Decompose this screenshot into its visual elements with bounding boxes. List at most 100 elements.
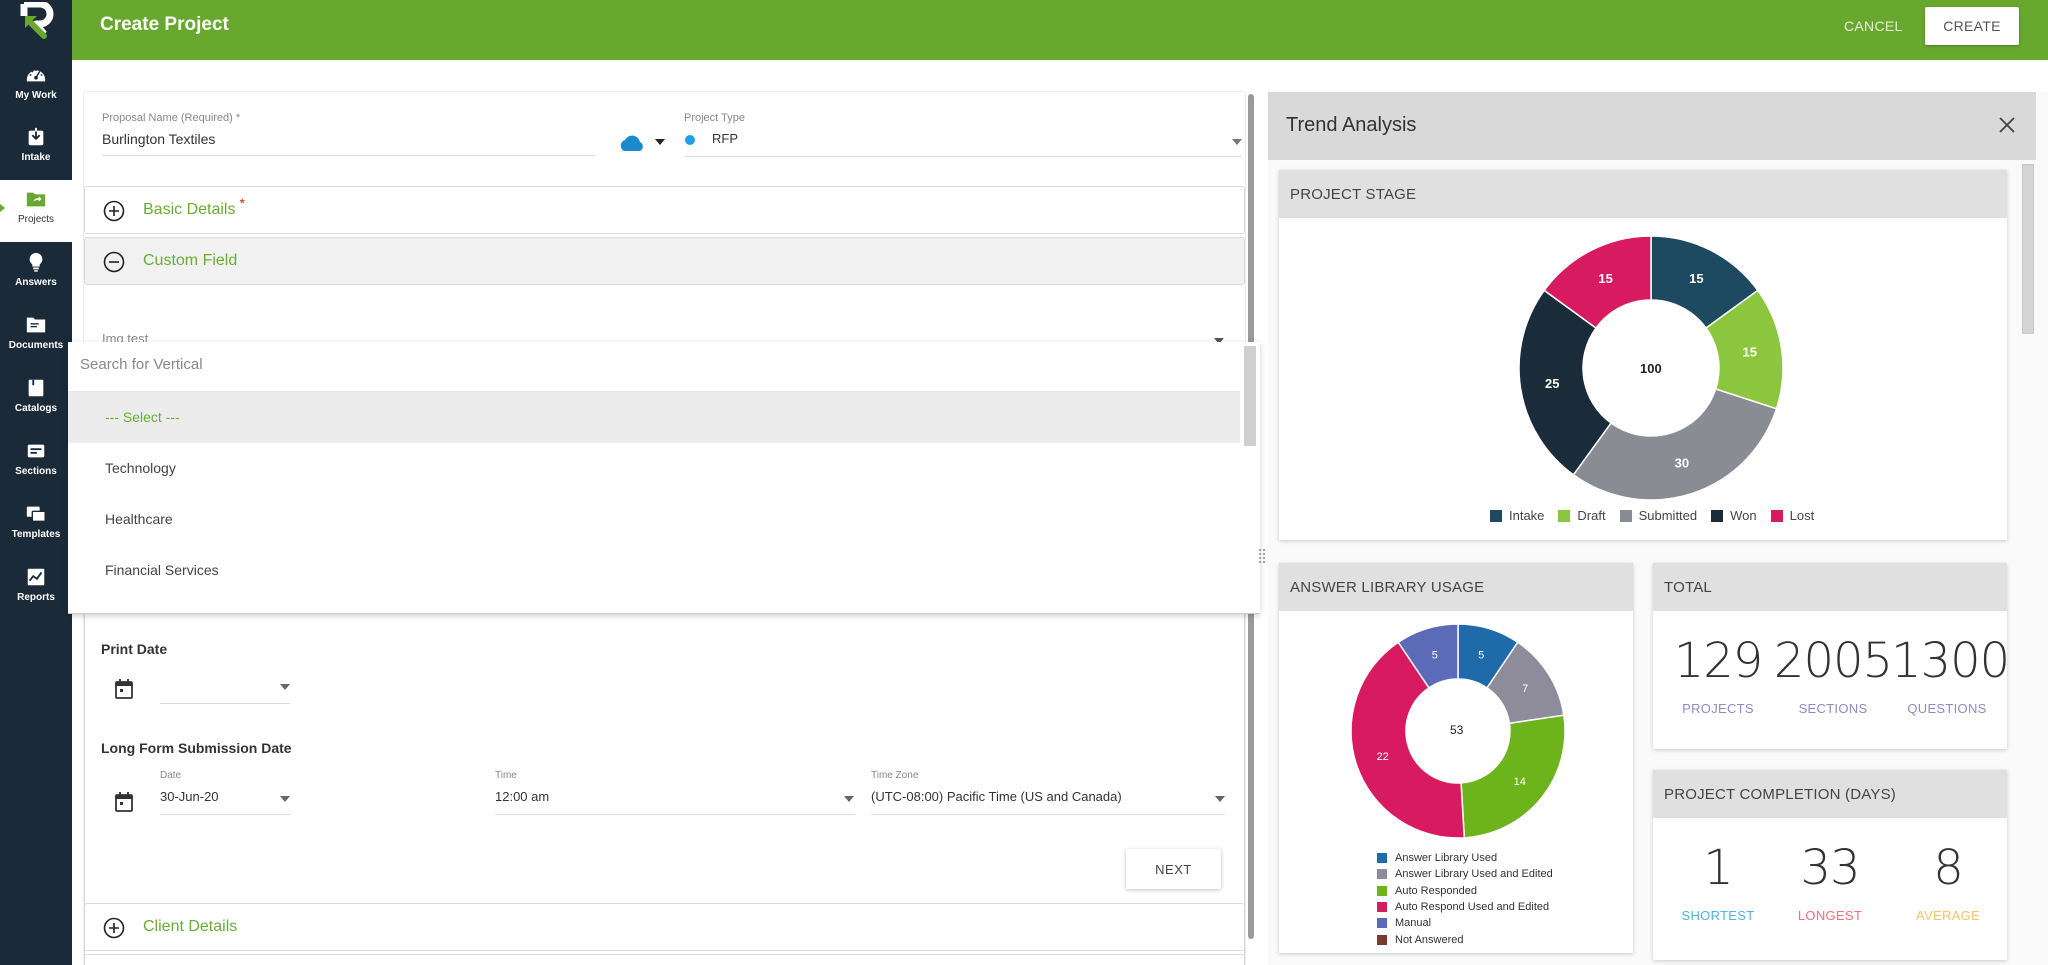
legend-swatch [1377,853,1387,864]
sidebar-item-catalogs[interactable]: Catalogs [0,369,72,431]
sidebar-item-documents[interactable]: Documents [0,306,72,368]
stat-questions: 1300 QUESTIONS [1891,633,2010,716]
close-icon[interactable] [1994,112,2020,138]
dropdown-scrollbar[interactable] [1244,346,1256,446]
accordion-client-details[interactable]: Client Details [84,903,1245,951]
required-star: * [239,195,245,211]
legend-item[interactable]: Manual [1377,915,1553,931]
legend-swatch [1377,885,1387,896]
legend-label: Submitted [1638,508,1698,523]
legend-item[interactable]: Auto Respond Used and Edited [1377,899,1553,915]
sidebar-item-my-work[interactable]: My Work [0,56,72,118]
cloud-icon[interactable] [618,132,646,152]
accordion-custom-field[interactable]: Custom Field [84,237,1245,285]
time-zone-caret-icon[interactable] [1215,796,1225,802]
date-input[interactable]: 30-Jun-20 [160,789,219,804]
project-type-select[interactable]: RFP [712,131,738,146]
legend-label: Draft [1577,508,1606,523]
project-stage-card: PROJECT STAGE 15 15 30 25 15 100 Intake Draft… [1279,170,2007,540]
stat-label: PROJECTS [1682,701,1754,716]
time-caret-icon[interactable] [844,796,854,802]
donut-segment[interactable] [1460,714,1566,839]
trend-scrollbar[interactable] [2022,164,2034,334]
calendar-icon[interactable] [114,678,134,700]
legend-swatch [1377,934,1387,945]
r-logo-icon[interactable] [14,2,58,42]
legend-item[interactable]: Not Answered [1377,931,1553,947]
next-button[interactable]: NEXT [1126,849,1221,889]
segment-value-label: 5 [1432,650,1438,662]
sidebar-item-answers[interactable]: Answers [0,243,72,305]
card-title: ANSWER LIBRARY USAGE [1290,579,1485,596]
sidebar-item-label: Reports [17,592,55,603]
stat-value: 129 [1673,633,1764,689]
custom-field-caret-icon[interactable] [1214,338,1224,344]
dropdown-option-technology[interactable]: Technology [105,460,176,476]
date-caret-icon[interactable] [280,796,290,802]
sidebar-item-templates[interactable]: Templates [0,495,72,557]
sidebar-item-label: Answers [15,277,57,288]
accordion-basic-details[interactable]: Basic Details * [84,186,1245,234]
legend-item[interactable]: Submitted [1619,508,1698,523]
print-date-caret-icon[interactable] [280,684,290,690]
panel-resize-handle-icon[interactable] [1258,548,1266,564]
legend-label: Auto Respond Used and Edited [1395,901,1550,914]
time-input[interactable]: 12:00 am [495,789,550,804]
donut-segment[interactable] [1350,641,1466,839]
legend-item[interactable]: Answer Library Used and Edited [1377,866,1553,882]
time-zone-select[interactable]: (UTC-08:00) Pacific Time (US and Canada) [871,789,1122,804]
stat-value: 2005 [1773,633,1893,689]
lightbulb-icon [29,252,43,272]
folder-icon [26,317,46,333]
legend-item[interactable]: Intake [1490,508,1544,523]
time-zone-underline [871,814,1225,815]
minus-circle-icon [103,251,125,273]
sidebar-item-projects[interactable]: Projects [0,180,72,242]
vertical-search-input[interactable] [80,356,1180,373]
create-button[interactable]: CREATE [1925,7,2019,45]
segment-value-label: 15 [1598,271,1612,286]
legend-item[interactable]: Lost [1770,508,1814,523]
donut-segment[interactable] [1572,388,1778,501]
donut-segment[interactable] [1397,623,1459,689]
stat-sections: 2005 SECTIONS [1773,633,1893,716]
proposal-name-input[interactable]: Burlington Textiles [102,131,216,147]
accordion-next-section[interactable] [84,954,1245,965]
date-label: Date [160,770,182,781]
legend-label: Not Answered [1395,933,1464,946]
time-zone-label: Time Zone [871,770,919,781]
project-type-underline [684,156,1242,157]
project-type-caret-icon[interactable] [1232,139,1242,145]
stat-longest: 33 LONGEST [1775,840,1885,923]
calendar-icon[interactable] [114,791,134,813]
legend-swatch [1770,509,1783,522]
dropdown-option-select[interactable]: --- Select --- [68,392,1240,443]
segment-value-label: 25 [1545,376,1559,391]
sidebar-item-reports[interactable]: Reports [0,558,72,620]
donut-segment[interactable] [1518,289,1613,476]
sidebar-item-intake[interactable]: Intake [0,118,72,180]
legend-item[interactable]: Won [1711,508,1757,523]
crm-dropdown-caret-icon[interactable] [655,139,665,145]
donut-segment[interactable] [1543,235,1652,330]
print-date-heading: Print Date [101,641,168,657]
trend-title: Trend Analysis [1286,114,1417,136]
legend-swatch [1377,902,1387,913]
legend-label: Answer Library Used [1395,852,1498,865]
dropdown-option-financial-services[interactable]: Financial Services [105,562,219,578]
accordion-title: Client Details [143,918,238,935]
legend-item[interactable]: Draft [1558,508,1606,523]
time-underline [495,814,855,815]
legend-item[interactable]: Answer Library Used [1377,850,1553,866]
answer-library-legend: Answer Library Used Answer Library Used a… [1377,850,1553,948]
dropdown-option-healthcare[interactable]: Healthcare [105,511,173,527]
speedometer-icon [26,69,46,82]
card-header: TOTAL [1653,563,2007,611]
stat-label: QUESTIONS [1907,701,1987,716]
cancel-button[interactable]: CANCEL [1834,14,1913,38]
stat-label: LONGEST [1797,908,1863,923]
legend-item[interactable]: Auto Responded [1377,883,1553,899]
inbox-download-icon [28,127,44,146]
legend-label: Intake [1509,508,1545,523]
sidebar-item-sections[interactable]: Sections [0,432,72,494]
